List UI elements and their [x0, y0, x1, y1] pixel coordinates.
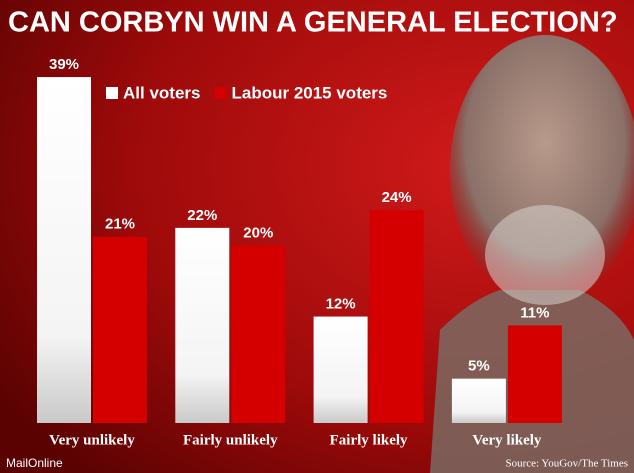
- data-label: 22%: [187, 207, 217, 224]
- bar: [369, 210, 424, 423]
- bar: [313, 316, 368, 423]
- legend-label: All voters: [123, 83, 200, 102]
- x-tick-label: Fairly likely: [330, 432, 408, 448]
- source: Source: YouGov/The Times: [505, 458, 628, 470]
- data-label: 11%: [520, 304, 549, 321]
- data-label: 39%: [49, 56, 79, 73]
- data-label: 24%: [382, 189, 412, 206]
- bar: [93, 236, 147, 423]
- legend-swatch: [214, 87, 227, 99]
- bar: [451, 378, 506, 423]
- chart-title: CAN CORBYN WIN A GENERAL ELECTION?: [8, 7, 618, 39]
- bar: [507, 325, 562, 423]
- data-label: 12%: [326, 296, 356, 313]
- data-label: 21%: [105, 216, 135, 233]
- x-tick-label: Very likely: [472, 432, 542, 448]
- legend-label: Labour 2015 voters: [231, 83, 387, 102]
- bar: [37, 77, 91, 423]
- x-tick-label: Fairly unlikely: [183, 432, 278, 448]
- credit: MailOnline: [6, 456, 63, 470]
- bar: [231, 245, 286, 423]
- data-label: 5%: [468, 358, 490, 375]
- bar: [175, 227, 230, 423]
- legend-swatch: [106, 87, 118, 99]
- data-label: 20%: [243, 225, 273, 242]
- x-tick-label: Very unlikely: [49, 432, 135, 448]
